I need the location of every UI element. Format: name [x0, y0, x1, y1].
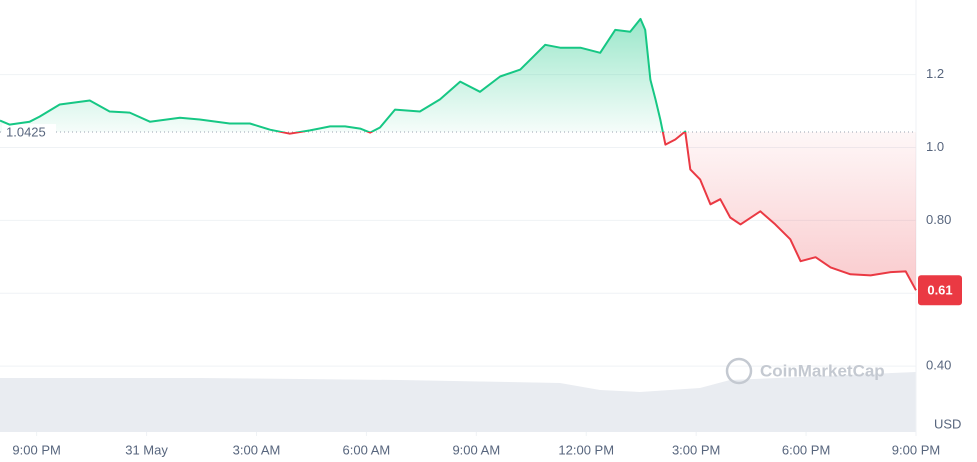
watermark-icon — [725, 357, 753, 385]
unit-label: USD — [934, 416, 961, 431]
price-badge-label: 0.61 — [927, 283, 952, 298]
y-tick-label: 0.80 — [926, 212, 951, 227]
x-tick-label: 31 May — [125, 442, 168, 457]
y-tick-label: 0.40 — [926, 358, 951, 373]
y-tick-label: 1.2 — [926, 66, 944, 81]
price-line — [0, 17, 917, 291]
x-tick-label: 9:00 AM — [452, 442, 500, 457]
baseline-label-bg — [2, 124, 56, 141]
x-tick-label: 12:00 PM — [558, 442, 614, 457]
baseline-label: 1.0425 — [6, 124, 46, 139]
x-tick-label: 9:00 PM — [12, 442, 60, 457]
x-tick-label: 3:00 AM — [233, 442, 281, 457]
watermark-text: CoinMarketCap — [760, 361, 885, 380]
watermark: CoinMarketCap — [725, 357, 885, 385]
x-tick-label: 9:00 PM — [892, 442, 940, 457]
y-tick-label: 1.0 — [926, 139, 944, 154]
price-area — [0, 18, 916, 291]
plot: 1.0425 — [0, 17, 917, 291]
x-tick-label: 6:00 PM — [782, 442, 830, 457]
volume-area — [0, 372, 916, 432]
x-tick-label: 3:00 PM — [672, 442, 720, 457]
x-tick-label: 6:00 AM — [343, 442, 391, 457]
price-badge — [918, 275, 962, 306]
